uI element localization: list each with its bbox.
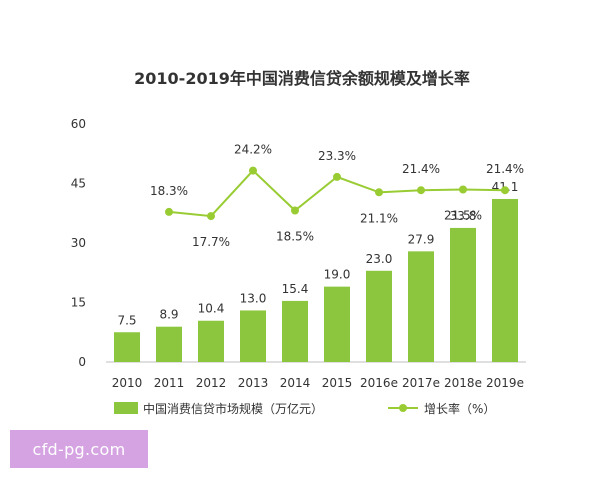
- legend: 中国消费信贷市场规模（万亿元） 增长率（%）: [114, 401, 495, 416]
- legend-label-bar: 中国消费信贷市场规模（万亿元）: [143, 401, 323, 416]
- chart-title: 2010-2019年中国消费信贷余额规模及增长率: [134, 69, 470, 88]
- bar: [198, 320, 224, 362]
- growth-value-label: 18.3%: [150, 184, 188, 198]
- y-axis: 0 15 30 45 60: [71, 117, 86, 369]
- growth-point: [207, 212, 215, 221]
- growth-point: [459, 185, 467, 194]
- growth-value-label: 21.5%: [444, 209, 482, 223]
- bar-value-label: 7.5: [117, 313, 136, 327]
- x-tick-label: 2011: [154, 376, 185, 390]
- bar-value-label: 19.0: [324, 268, 351, 282]
- growth-point: [501, 186, 509, 195]
- growth-value-label: 21.4%: [486, 162, 524, 176]
- growth-point: [417, 186, 425, 195]
- growth-value-label: 21.1%: [360, 211, 398, 225]
- growth-point: [291, 206, 299, 215]
- bar: [408, 251, 434, 362]
- bar: [324, 286, 350, 362]
- bar-value-label: 15.4: [282, 282, 309, 296]
- bar-value-label: 13.0: [240, 291, 267, 305]
- x-tick-label: 2019e: [486, 376, 524, 390]
- x-axis: 2010 2011 2012 2013 2014 2015 2016e 2017e 2018e 2…: [106, 361, 526, 390]
- line-labels: 18.3% 17.7% 24.2% 18.5% 23.3% 21.1% 21.4% 21.5%…: [150, 143, 524, 250]
- bar: [240, 310, 266, 362]
- legend-swatch-bar: [114, 402, 138, 414]
- bar: [156, 326, 182, 362]
- x-tick-label: 2015: [322, 376, 353, 390]
- x-tick-label: 2012: [196, 376, 227, 390]
- growth-value-label: 24.2%: [234, 143, 272, 157]
- growth-point: [165, 207, 173, 216]
- bar-value-label: 8.9: [159, 308, 178, 322]
- y-tick-label: 15: [71, 296, 86, 310]
- bar-value-label: 27.9: [408, 232, 435, 246]
- y-tick-label: 30: [71, 236, 86, 250]
- x-tick-label: 2017e: [402, 376, 440, 390]
- growth-point: [249, 166, 257, 175]
- y-tick-label: 45: [71, 177, 86, 191]
- x-tick-label: 2010: [112, 376, 143, 390]
- y-tick-label: 60: [71, 117, 86, 131]
- bar: [366, 270, 392, 362]
- bar-labels: 7.58.910.413.015.419.023.027.933.841.1: [117, 180, 518, 327]
- bar-value-label: 33.8: [450, 209, 477, 223]
- line-series: [165, 166, 509, 221]
- x-tick-label: 2016e: [360, 376, 398, 390]
- x-tick-label: 2014: [280, 376, 311, 390]
- legend-swatch-marker: [399, 404, 407, 412]
- growth-value-label: 18.5%: [276, 230, 314, 244]
- y-tick-label: 0: [78, 355, 86, 369]
- bar: [492, 198, 518, 362]
- growth-point: [375, 188, 383, 197]
- growth-point: [333, 172, 341, 181]
- x-tick-label: 2013: [238, 376, 269, 390]
- legend-label-line: 增长率（%）: [424, 401, 495, 416]
- watermark: cfd-pg.com: [10, 430, 148, 468]
- bar-series: [114, 198, 518, 362]
- bar: [114, 332, 140, 362]
- x-tick-label: 2018e: [444, 376, 482, 390]
- growth-value-label: 17.7%: [192, 235, 230, 249]
- bar: [282, 300, 308, 362]
- growth-value-label: 21.4%: [402, 162, 440, 176]
- bar: [450, 227, 476, 362]
- bar-value-label: 23.0: [366, 252, 393, 266]
- growth-value-label: 23.3%: [318, 149, 356, 163]
- bar-value-label: 10.4: [198, 302, 225, 316]
